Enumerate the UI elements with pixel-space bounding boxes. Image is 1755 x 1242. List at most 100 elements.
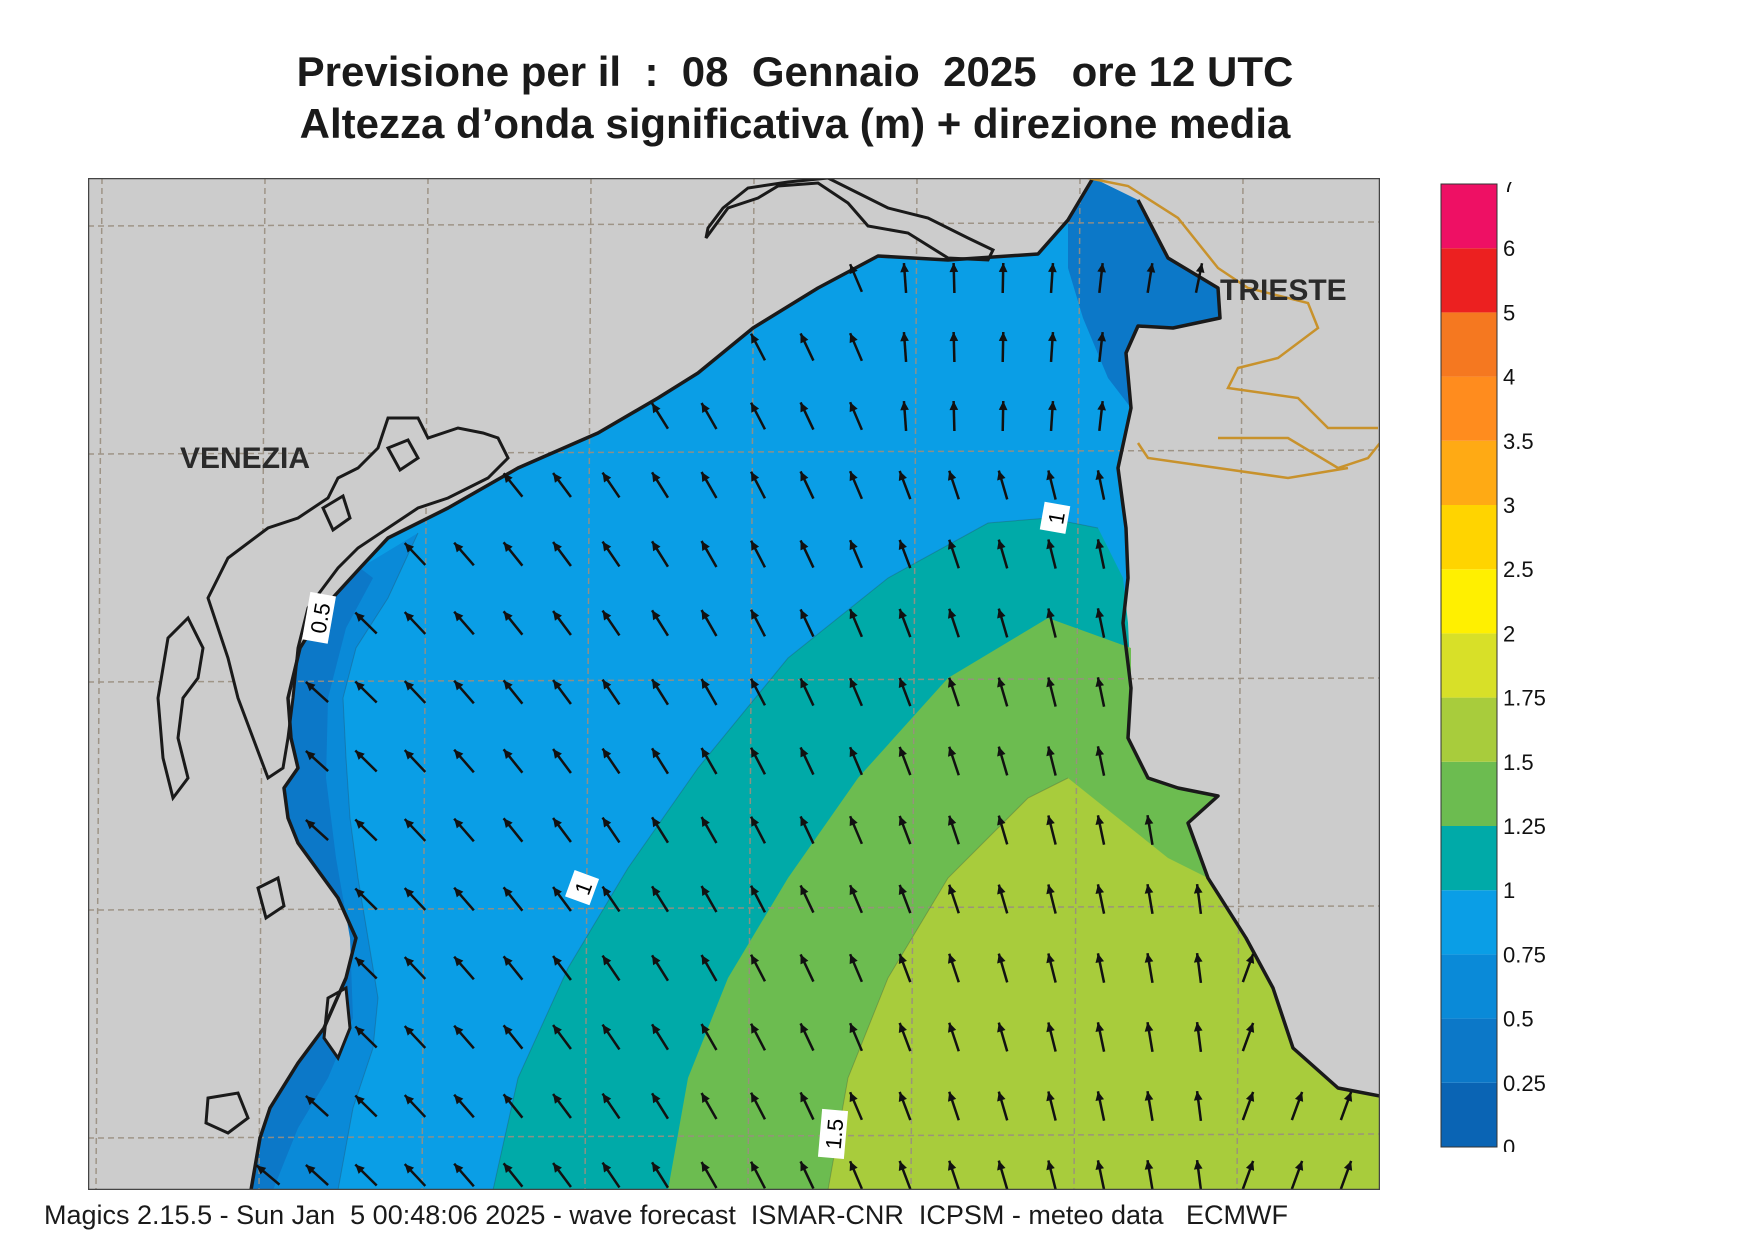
footer-credits: Magics 2.15.5 - Sun Jan 5 00:48:06 2025 … [44, 1200, 1288, 1230]
wave-arrow-head [997, 815, 1006, 826]
wave-arrow-head [800, 609, 809, 620]
wave-arrow-head [751, 678, 760, 689]
wave-arrow-head [404, 612, 415, 622]
wave-arrow-head [503, 749, 513, 760]
wave-arrow-head [1046, 608, 1055, 619]
wave-arrow-head [553, 1093, 562, 1104]
map-frame [88, 178, 1380, 1190]
wave-arrow-head [997, 1160, 1006, 1171]
colorbar-tick-label: 3 [1503, 493, 1515, 518]
wave-arrow-head [1048, 401, 1057, 411]
wave-arrow-head [898, 608, 907, 619]
wave-arrow-head [602, 472, 612, 483]
wave-arrow-head [1343, 1091, 1353, 1102]
wave-arrow-head [553, 817, 562, 828]
wave-arrow-head [404, 681, 415, 691]
wave-arrow-head [800, 816, 809, 827]
wave-arrow-head [947, 539, 957, 550]
wave-arrow-head [1245, 1160, 1255, 1171]
wave-arrow-head [1095, 470, 1105, 481]
wave-arrow-head [1095, 539, 1105, 550]
wave-arrow-head [602, 610, 612, 621]
city-label-venezia: VENEZIA [180, 442, 310, 475]
wave-arrow-head [1046, 746, 1055, 757]
wave-arrow-head [454, 1163, 464, 1174]
wave-arrow-head [949, 401, 959, 411]
wave-arrow-head [849, 402, 858, 413]
wave-arrow-head [947, 884, 957, 895]
wave-arrow-head [849, 885, 858, 896]
wave-arrow-head [355, 750, 365, 760]
wave-arrow-head [404, 888, 415, 898]
wave-arrow-head [949, 263, 959, 273]
wave-arrow-head [454, 818, 464, 829]
wave-arrow-head [454, 1025, 464, 1036]
wave-arrow-head [751, 333, 760, 344]
wave-arrow-head [701, 609, 710, 620]
colorbar-swatch [1441, 505, 1497, 570]
wave-arrow-head [1245, 1022, 1255, 1033]
wave-arrow-head [751, 471, 760, 482]
wave-arrow-head [751, 747, 760, 758]
wave-arrow-head [652, 472, 661, 483]
wave-arrow-head [800, 1161, 809, 1172]
wave-arrow-head [454, 611, 464, 622]
wave-arrow-head [1095, 815, 1105, 826]
wave-arrow-head [404, 1095, 415, 1105]
wave-arrow-head [997, 884, 1006, 895]
wave-arrow-head [701, 1092, 710, 1103]
wave-arrow-head [900, 401, 909, 411]
wave-arrow-head [898, 953, 907, 964]
wave-arrow-head [898, 884, 907, 895]
wave-arrow-head [947, 677, 957, 688]
colorbar-tick-label: 3.5 [1503, 429, 1534, 454]
colorbar-swatch [1441, 569, 1497, 634]
wave-arrow-head [1097, 263, 1106, 273]
wave-arrow-head [652, 886, 661, 897]
wave-arrow-head [1245, 1091, 1255, 1102]
wave-arrow-head [404, 957, 415, 967]
colorbar-swatch [1441, 633, 1497, 698]
wave-arrow-head [454, 956, 464, 967]
wave-arrow-head [1294, 1091, 1304, 1102]
wave-arrow-head [1144, 884, 1154, 894]
wave-arrow-head [701, 678, 710, 689]
colorbar-swatch [1441, 248, 1497, 313]
wave-arrow-head [1046, 815, 1055, 826]
wave-arrow-head [701, 1023, 710, 1034]
colorbar-frame [1440, 183, 1498, 1148]
wave-arrow-head [602, 679, 612, 690]
colorbar-swatch [1441, 440, 1497, 505]
wave-arrow-head [355, 957, 365, 967]
wave-arrow-head [553, 541, 562, 552]
wave-arrow-head [998, 332, 1008, 342]
wave-arrow-head [454, 887, 464, 898]
wave-arrow-head [998, 401, 1008, 411]
wave-arrow-head [355, 819, 365, 829]
wave-arrow-head [355, 612, 365, 622]
wave-arrow-head [503, 1163, 513, 1174]
venezia-lagoon [156, 416, 510, 802]
wave-arrow-head [652, 748, 661, 759]
wave-arrow-head [849, 678, 858, 689]
wave-arrow-head [701, 540, 710, 551]
wave-arrow-head [503, 611, 513, 622]
wave-arrow-head [652, 679, 661, 690]
wave-arrow-head [652, 955, 661, 966]
colorbar-swatch [1441, 376, 1497, 441]
colorbar-swatch [1441, 1082, 1497, 1147]
wave-arrow-head [602, 748, 612, 759]
wave-arrow-head [1097, 332, 1106, 342]
wave-arrow-head [701, 747, 710, 758]
wave-arrow-head [751, 885, 760, 896]
wave-arrow-head [1193, 953, 1203, 963]
wave-arrow-head [305, 1164, 316, 1175]
wave-arrow-head [553, 1162, 562, 1173]
wave-arrow-head [1097, 401, 1106, 411]
wave-arrow-head [1046, 1022, 1055, 1033]
band-0.25-0.5-east [1068, 178, 1220, 408]
wave-arrow-head [1046, 470, 1055, 481]
wave-arrow-head [1294, 1160, 1304, 1171]
colorbar-tick-label: 0.25 [1503, 1071, 1546, 1096]
colorbar-tick-label: 2.5 [1503, 557, 1534, 582]
